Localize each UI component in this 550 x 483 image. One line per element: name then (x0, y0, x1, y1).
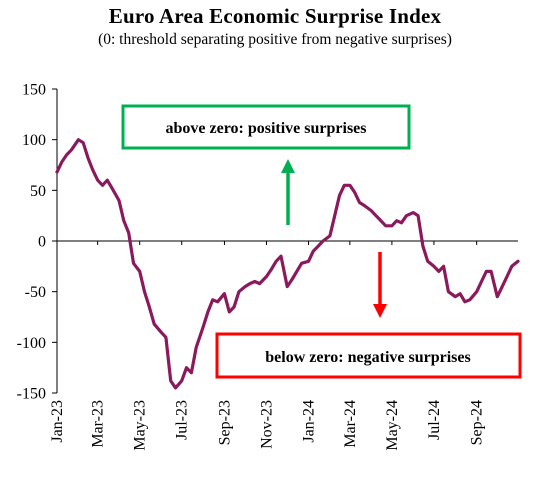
x-axis: Jan-23 Mar-23 May-23 Jul-23 Sep-23 Nov-23 Jan-… (49, 241, 486, 451)
x-tick-label: Sep-23 (216, 400, 233, 445)
arrow-head-down (373, 304, 387, 318)
y-tick-label: -50 (25, 284, 46, 301)
x-tick-label: Mar-23 (90, 400, 107, 448)
x-tick-label: Nov-23 (258, 400, 275, 449)
x-tick-label: Jul-24 (426, 400, 443, 440)
annotation-text-negative: below zero: negative surprises (265, 349, 470, 366)
y-tick-label: 150 (22, 82, 46, 99)
y-axis: 150 100 50 0 -50 -100 -150 (17, 82, 58, 403)
annotation-text-positive: above zero: positive surprises (165, 120, 366, 137)
y-tick-label: -150 (17, 386, 46, 403)
y-tick-label: 100 (22, 132, 46, 149)
x-tick-label: Mar-24 (342, 400, 359, 448)
arrow-head-up (281, 159, 295, 173)
x-tick-label: May-23 (132, 400, 149, 451)
annotation-box-positive (121, 104, 411, 150)
annotations: above zero: positive surprises below zero… (121, 104, 522, 379)
series-line-esi (55, 138, 520, 390)
chart-title: Euro Area Economic Surprise Index (108, 4, 442, 28)
x-tick-label: Jan-23 (49, 400, 66, 443)
chart-subtitle: (0: threshold separating positive from n… (98, 31, 452, 48)
y-tick-label: 0 (38, 234, 46, 251)
y-tick-label: -100 (17, 335, 46, 352)
x-tick-label: Jan-24 (301, 400, 318, 443)
y-tick-label: 50 (30, 183, 46, 200)
x-tick-label: Jul-23 (174, 400, 191, 440)
x-tick-label: Sep-24 (469, 400, 486, 445)
x-tick-label: May-24 (384, 400, 401, 451)
annotation-box-negative (215, 332, 522, 379)
